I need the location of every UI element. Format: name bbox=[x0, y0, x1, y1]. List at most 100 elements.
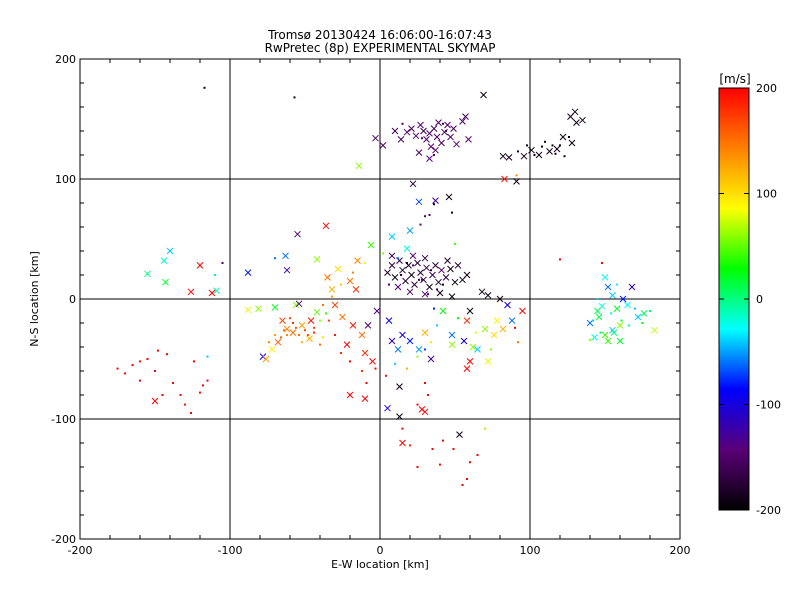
y-tick-label: 200 bbox=[55, 53, 76, 66]
data-point-x bbox=[352, 286, 360, 293]
data-point-x bbox=[462, 113, 469, 120]
data-point-x bbox=[624, 301, 631, 309]
data-point-x bbox=[343, 341, 351, 348]
data-point-x bbox=[595, 313, 603, 321]
data-point-dot bbox=[475, 331, 477, 334]
data-point-dot bbox=[433, 307, 435, 310]
colorbar-label: [m/s] bbox=[719, 72, 750, 86]
data-point-x bbox=[454, 262, 462, 269]
data-point-x bbox=[294, 230, 301, 238]
data-point-dot bbox=[541, 145, 543, 148]
data-point-x bbox=[456, 431, 463, 438]
y-axis-label: N-S location [km] bbox=[28, 251, 41, 347]
data-point-dot bbox=[146, 358, 149, 360]
x-tick-label: 100 bbox=[520, 544, 541, 557]
data-point-dot bbox=[116, 367, 119, 370]
data-point-dot bbox=[193, 360, 195, 363]
data-point-x bbox=[271, 304, 279, 311]
data-point-x bbox=[445, 193, 453, 201]
data-point-x bbox=[490, 331, 498, 339]
colorbar-ticks: 200 100 0 -100 -200 bbox=[719, 82, 781, 517]
data-point-x bbox=[399, 439, 406, 447]
data-point-dot bbox=[374, 367, 377, 370]
data-point-x bbox=[501, 175, 508, 183]
data-point-x bbox=[346, 277, 354, 285]
data-point-x bbox=[429, 271, 436, 279]
data-point-x bbox=[460, 337, 468, 345]
data-point-dot bbox=[428, 214, 431, 216]
data-point-x bbox=[394, 283, 402, 291]
data-point-x bbox=[417, 121, 424, 129]
data-point-x bbox=[282, 252, 289, 260]
data-point-dot bbox=[325, 312, 327, 315]
data-point-x bbox=[433, 133, 441, 141]
data-point-x bbox=[406, 227, 414, 234]
data-point-x bbox=[244, 306, 252, 314]
data-point-dot bbox=[457, 317, 459, 320]
data-point-dot bbox=[139, 360, 141, 363]
data-point-x bbox=[361, 349, 369, 357]
data-point-dot bbox=[161, 394, 164, 396]
data-point-x bbox=[594, 307, 601, 315]
data-point-dot bbox=[454, 242, 456, 245]
data-point-x bbox=[504, 301, 511, 309]
data-point-dot bbox=[406, 367, 408, 370]
data-point-x bbox=[459, 118, 466, 125]
data-point-x bbox=[447, 133, 454, 141]
data-point-dot bbox=[283, 329, 285, 332]
data-point-x bbox=[415, 149, 423, 156]
data-point-dot bbox=[202, 384, 204, 387]
data-point-dot bbox=[599, 331, 602, 334]
data-point-x bbox=[406, 288, 414, 296]
x-axis-label: E-W location [km] bbox=[331, 558, 429, 571]
data-point-dot bbox=[199, 391, 201, 394]
data-point-x bbox=[307, 317, 315, 324]
data-point-dot bbox=[361, 370, 363, 372]
data-point-dot bbox=[490, 348, 492, 351]
data-point-x bbox=[403, 245, 411, 252]
data-point-x bbox=[613, 305, 621, 312]
data-point-dot bbox=[304, 329, 306, 332]
data-point-dot bbox=[517, 341, 519, 344]
data-point-x bbox=[144, 270, 151, 278]
data-point-dot bbox=[517, 150, 519, 153]
data-point-dot bbox=[416, 466, 419, 468]
data-point-x bbox=[579, 116, 586, 124]
data-point-x bbox=[426, 155, 433, 162]
data-points bbox=[116, 86, 658, 486]
data-point-x bbox=[520, 152, 528, 160]
data-point-x bbox=[640, 310, 648, 317]
data-point-x bbox=[420, 127, 427, 135]
data-point-x bbox=[453, 140, 460, 148]
data-point-dot bbox=[352, 271, 354, 274]
data-point-dot bbox=[424, 382, 426, 384]
data-point-x bbox=[420, 276, 427, 284]
data-point-x bbox=[463, 317, 471, 324]
data-point-x bbox=[349, 322, 357, 329]
data-point-dot bbox=[634, 307, 636, 310]
data-point-dot bbox=[628, 324, 630, 327]
data-point-x bbox=[447, 265, 454, 273]
data-point-x bbox=[573, 119, 580, 126]
data-point-x bbox=[298, 322, 306, 329]
data-point-x bbox=[262, 355, 270, 363]
data-point-x bbox=[591, 334, 598, 341]
plot-frame bbox=[79, 58, 681, 540]
colorbar-tick-label: -200 bbox=[756, 504, 781, 517]
data-point-x bbox=[399, 266, 406, 274]
data-point-dot bbox=[301, 341, 303, 344]
data-point-dot bbox=[526, 144, 528, 147]
data-point-x bbox=[283, 266, 291, 274]
data-point-x bbox=[384, 269, 391, 276]
x-tick-label: 200 bbox=[670, 544, 691, 557]
data-point-dot bbox=[139, 379, 141, 382]
data-point-dot bbox=[461, 484, 464, 486]
data-point-dot bbox=[406, 262, 408, 264]
data-point-dot bbox=[313, 326, 315, 329]
data-point-x bbox=[493, 317, 501, 324]
data-point-x bbox=[408, 125, 415, 132]
data-point-x bbox=[444, 257, 451, 264]
data-point-x bbox=[244, 269, 252, 276]
data-point-x bbox=[166, 247, 174, 255]
data-point-dot bbox=[274, 334, 276, 336]
